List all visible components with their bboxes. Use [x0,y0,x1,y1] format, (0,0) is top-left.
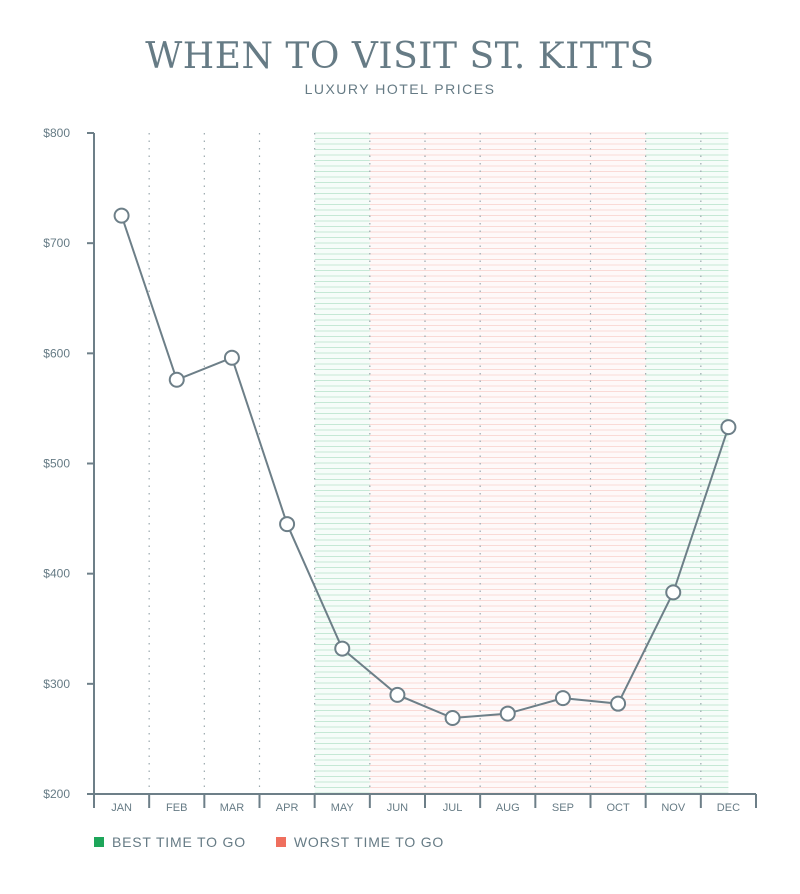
band-fill [369,133,646,794]
data-point-sep [554,690,571,707]
y-tick-label: $600 [43,346,70,360]
x-tick-label-may: MAY [331,802,355,814]
x-tick-label-oct: OCT [606,802,630,814]
chart-title: WHEN TO VISIT ST. KITTS [145,36,655,77]
price-points [113,207,737,726]
y-tick-label: $400 [43,567,70,581]
data-point-feb [168,371,185,388]
chart-subtitle: LUXURY HOTEL PRICES [304,81,496,97]
price-line [120,215,730,720]
data-point-jun [389,686,406,703]
x-tick-label-jan: JAN [111,802,132,814]
legend-swatch-worst [275,837,286,847]
season-bands [314,132,729,794]
band-best-0 [314,132,370,794]
data-point-dec [720,419,737,436]
band-fill [314,133,370,794]
y-tick-label: $200 [43,787,70,801]
data-point-mar [223,349,240,366]
data-point-may [334,640,351,657]
legend-item-best: BEST TIME TO GO [94,834,246,850]
axes: $200 $300 $400 $500 $600 $700 $800 JAN FEB MAR APR… [43,126,757,814]
data-point-oct [610,695,627,712]
data-point-jul [444,709,461,726]
x-tick-label-dec: DEC [717,802,740,814]
month-gridlines [148,133,702,794]
data-point-apr [279,516,296,533]
x-tick-label-apr: APR [276,802,299,814]
band-best-2 [645,132,729,794]
data-point-nov [665,584,682,601]
data-point-jan [113,207,130,224]
x-tick-label-mar: MAR [220,802,245,814]
y-tick-label: $500 [43,457,70,471]
y-tick-label: $300 [43,677,70,691]
band-worst-1 [369,132,646,794]
legend-swatch-best [94,837,104,847]
x-tick-label-feb: FEB [166,802,187,814]
x-tick-label-sep: SEP [552,802,574,814]
y-tick-label: $800 [43,126,70,140]
y-tick-label: $700 [43,236,70,250]
legend-label-worst: WORST TIME TO GO [293,834,445,850]
band-fill [645,133,729,794]
legend: BEST TIME TO GO WORST TIME TO GO [94,834,444,850]
legend-item-worst: WORST TIME TO GO [275,834,445,850]
data-point-aug [499,705,516,722]
x-tick-label-jun: JUN [387,802,408,814]
x-tick-label-nov: NOV [661,802,686,814]
legend-label-best: BEST TIME TO GO [112,834,246,850]
x-tick-label-jul: JUL [443,802,463,814]
price-series-line [120,215,730,720]
x-tick-label-aug: AUG [496,802,520,814]
